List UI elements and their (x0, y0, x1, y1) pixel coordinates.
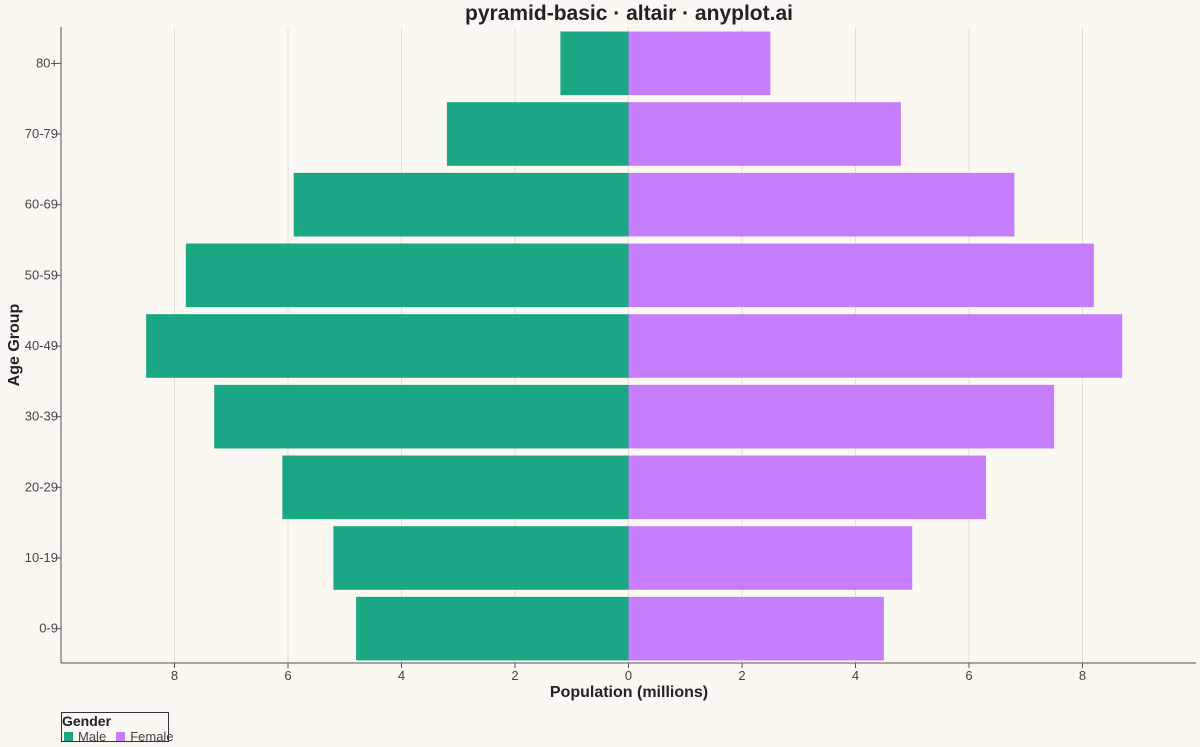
y-tick-label: 80+ (36, 55, 58, 70)
bar-male-70-79[interactable] (446, 102, 629, 166)
y-axis-title: Age Group (6, 303, 23, 386)
bar-female-80+[interactable] (628, 31, 771, 96)
legend-label-female: Female (130, 729, 174, 744)
x-tick-label: 0 (625, 668, 632, 683)
y-axis-ticks: 80+ 70-79 60-69 50-59 40-49 30-39 20-29 10-19 0-… (25, 55, 61, 636)
bar-male-30-39[interactable] (214, 384, 629, 449)
legend-items: Male Female (64, 729, 184, 744)
x-tick-label: 8 (171, 668, 178, 683)
bar-male-80+[interactable] (560, 31, 629, 96)
bar-male-50-59[interactable] (185, 243, 629, 308)
legend-swatch-female (116, 732, 126, 741)
x-tick-label: 4 (852, 668, 859, 683)
legend-title: Gender (62, 713, 112, 729)
bar-male-60-69[interactable] (293, 172, 629, 237)
x-tick-label: 2 (511, 668, 518, 683)
y-tick-label: 40-49 (25, 338, 58, 353)
y-tick-label: 60-69 (25, 197, 58, 212)
x-axis-title: Population (millions) (550, 684, 708, 701)
bar-female-70-79[interactable] (628, 102, 901, 166)
bars (146, 31, 1123, 661)
y-tick-label: 20-29 (25, 479, 58, 494)
bar-female-40-49[interactable] (628, 314, 1123, 378)
x-axis-ticks: 8 6 4 2 0 2 4 6 8 (171, 663, 1086, 683)
bar-male-0-9[interactable] (356, 596, 629, 661)
legend-item-male[interactable]: Male (64, 729, 106, 744)
bar-female-20-29[interactable] (628, 455, 987, 520)
bar-female-50-59[interactable] (628, 243, 1094, 308)
legend: Gender Male Female (61, 712, 174, 744)
y-tick-label: 50-59 (25, 267, 58, 282)
bar-male-10-19[interactable] (333, 526, 629, 590)
legend-label-male: Male (78, 729, 107, 744)
y-tick-label: 30-39 (25, 409, 58, 424)
y-tick-label: 70-79 (25, 126, 58, 141)
x-tick-label: 2 (738, 668, 745, 683)
legend-swatch-male (64, 732, 73, 741)
y-tick-label: 0-9 (39, 621, 58, 636)
bar-male-20-29[interactable] (282, 455, 629, 520)
x-tick-label: 8 (1079, 668, 1086, 683)
bar-female-10-19[interactable] (628, 526, 913, 590)
bar-female-0-9[interactable] (628, 596, 884, 661)
x-tick-label: 6 (284, 668, 291, 683)
x-tick-label: 4 (398, 668, 405, 683)
chart-title: pyramid-basic · altair · anyplot.ai (465, 2, 793, 25)
bar-female-30-39[interactable] (628, 384, 1055, 449)
y-tick-label: 10-19 (25, 550, 58, 565)
x-tick-label: 6 (965, 668, 972, 683)
legend-item-female[interactable]: Female (116, 729, 174, 744)
bar-female-60-69[interactable] (628, 172, 1015, 237)
bar-male-40-49[interactable] (146, 314, 629, 378)
